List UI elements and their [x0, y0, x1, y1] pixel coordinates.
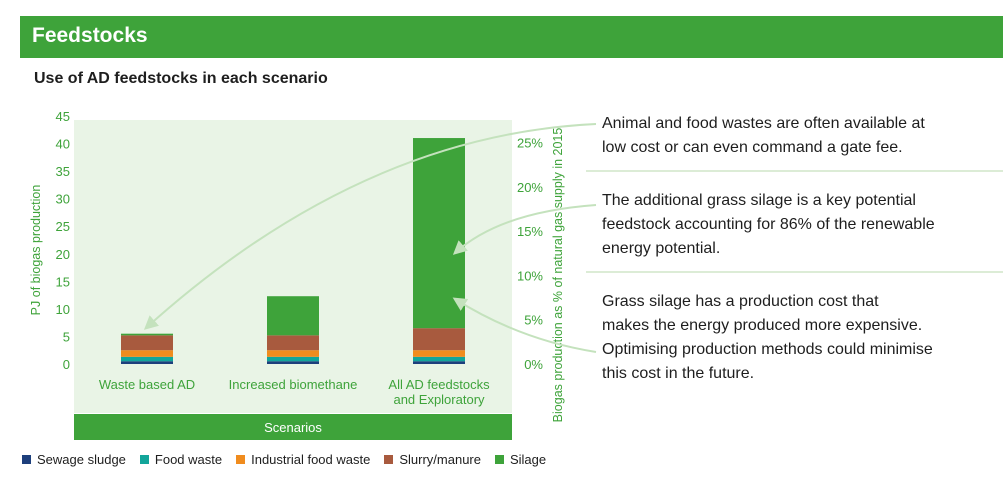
bar-segment — [267, 296, 319, 336]
legend-swatch — [22, 455, 31, 464]
callout-cost: Grass silage has a production cost that … — [602, 290, 992, 386]
header-bar: Feedstocks — [20, 16, 1003, 58]
y-tick-label: 20 — [56, 247, 70, 262]
callout-arrows — [143, 123, 597, 353]
bar-segment — [267, 361, 319, 364]
bar-segment — [267, 335, 319, 351]
legend-label: Industrial food waste — [251, 452, 371, 467]
legend-swatch — [139, 455, 149, 464]
callout-line: Optimising production methods could mini… — [602, 341, 933, 358]
callout-arrow-cost — [452, 297, 597, 353]
x-tick-label: Increased biomethane — [229, 377, 358, 392]
y-tick-label: 15 — [56, 274, 70, 289]
bar-segment — [267, 356, 319, 362]
x-tick-label: and Exploratory — [393, 392, 485, 407]
legend: Sewage sludge Food waste Industrial food… — [22, 452, 560, 467]
y-tick-label: 5 — [63, 329, 70, 344]
bar-segment — [121, 356, 173, 362]
y2-tick-label: 10% — [517, 268, 543, 283]
y-tick-label: 40 — [56, 137, 70, 152]
legend-item: Sewage sludge — [22, 452, 126, 467]
bar-segment — [121, 361, 173, 364]
legend-label: Food waste — [154, 452, 223, 467]
legend-swatch — [236, 455, 246, 464]
callout-line: feedstock accounting for 86% of the rene… — [602, 216, 935, 233]
callout-line: energy potential. — [602, 240, 721, 257]
legend-label: Silage — [509, 452, 547, 467]
y-tick-label: 30 — [56, 192, 70, 207]
legend-item: Silage — [494, 452, 547, 467]
bar-segment — [413, 350, 465, 357]
bar-segment — [121, 335, 173, 351]
y2-tick-label: 20% — [517, 180, 543, 195]
callout-silage: The additional grass silage is a key pot… — [602, 189, 992, 261]
bar-segment — [413, 328, 465, 351]
y-tick-label: 35 — [56, 164, 70, 179]
callout-line: The additional grass silage is a key pot… — [602, 192, 916, 209]
divider — [586, 170, 1003, 172]
callout-arrow-silage — [452, 204, 597, 255]
x-tick-label: Waste based AD — [99, 377, 195, 392]
callout-line: makes the energy produced more expensive… — [602, 317, 923, 334]
legend-item: Slurry/manure — [384, 452, 481, 467]
bar-segment — [121, 333, 173, 336]
bar-segment — [121, 350, 173, 357]
y2-axis-label: Biogas production as % of natural gas su… — [551, 128, 565, 423]
y2-tick-label: 25% — [517, 135, 543, 150]
bar-segment — [413, 361, 465, 364]
bar-segment — [267, 350, 319, 357]
y-tick-label: 10 — [56, 302, 70, 317]
x-axis-label: Scenarios — [264, 420, 322, 435]
bars — [121, 138, 465, 364]
callout-arrow-waste — [143, 123, 597, 330]
legend-swatch — [384, 455, 394, 464]
y-axis-label: PJ of biogas production — [29, 185, 43, 316]
callout-line: Grass silage has a production cost that — [602, 293, 879, 310]
chart-title: Use of AD feedstocks in each scenario — [34, 70, 328, 87]
y-tick-label: 0 — [63, 357, 70, 372]
y2-tick-label: 0% — [524, 357, 543, 372]
divider — [586, 271, 1003, 273]
legend-swatch — [494, 455, 504, 464]
y2-axis-ticks: 0% 5% 10% 15% 20% 25% — [517, 135, 543, 372]
legend-label: Sewage sludge — [37, 452, 126, 467]
y2-tick-label: 15% — [517, 224, 543, 239]
x-axis-bar — [74, 414, 512, 440]
legend-item: Industrial food waste — [236, 452, 370, 467]
y-tick-label: 25 — [56, 219, 70, 234]
callout-wastes: Animal and food wastes are often availab… — [602, 112, 992, 160]
legend-label: Slurry/manure — [399, 452, 481, 467]
x-category-labels: Waste based AD Increased biomethane All AD… — [99, 377, 490, 407]
callout-line: low cost or can even command a gate fee. — [602, 139, 903, 156]
x-tick-label: All AD feedstocks — [388, 377, 490, 392]
y-tick-label: 45 — [56, 109, 70, 124]
page-title: Feedstocks — [32, 24, 148, 47]
bar-segment — [413, 138, 465, 329]
callout-line: Animal and food wastes are often availab… — [602, 115, 925, 132]
legend-item: Food waste — [139, 452, 223, 467]
bar-segment — [413, 356, 465, 362]
y2-tick-label: 5% — [524, 313, 543, 328]
callout-line: this cost in the future. — [602, 365, 755, 382]
y-axis-ticks: 0 5 10 15 20 25 30 35 40 45 — [56, 109, 70, 372]
